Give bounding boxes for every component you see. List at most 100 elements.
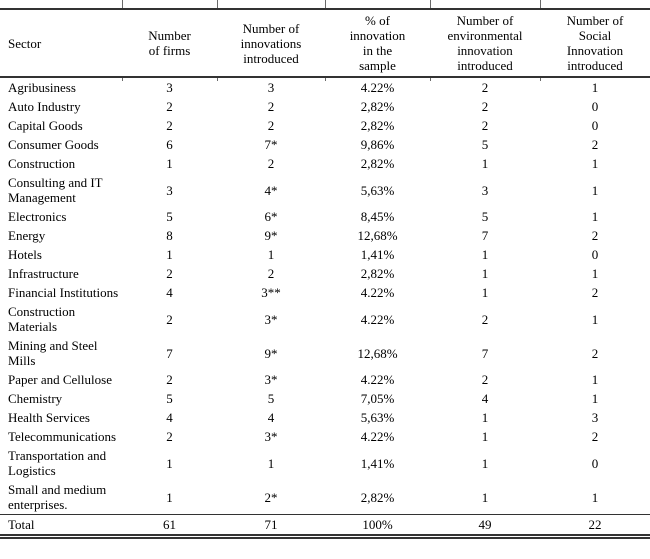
cell-innovations: 2*: [264, 489, 278, 505]
cell-innovations: 6*: [264, 209, 278, 224]
cell-environmental: 7: [481, 345, 489, 361]
cell-firms: 3: [166, 80, 173, 95]
table-row: Construction 1 2 2,82% 1 1: [0, 154, 650, 173]
cell-innovations: 5: [267, 391, 275, 406]
cell-environmental: 1: [481, 410, 489, 425]
cell-environmental: 1: [481, 489, 489, 505]
cell-innovations: 9*: [264, 228, 278, 243]
column-junction-tick: [430, 76, 431, 81]
table-row: Transportation and Logistics 1 1 1,41% 1 0: [0, 446, 650, 480]
cell-sector: Consulting and IT Management: [8, 175, 103, 205]
cell-social: 1: [591, 80, 599, 95]
cell-environmental: 1: [481, 266, 489, 281]
cell-environmental: 2: [481, 99, 489, 114]
table-row: Telecommunications 2 3* 4.22% 1 2: [0, 427, 650, 446]
cell-innovations: 1: [267, 247, 275, 262]
cell-environmental: 1: [481, 156, 489, 171]
cell-firms: 1: [166, 156, 173, 171]
cell-sector: Transportation and Logistics: [8, 448, 107, 478]
cell-innovations: 3*: [264, 372, 278, 387]
cell-pct: 4.22%: [360, 429, 395, 444]
column-junction-tick: [540, 76, 541, 81]
cell-sector: Total: [0, 514, 122, 539]
cell-social: 1: [591, 156, 599, 171]
cell-environmental: 49: [430, 514, 540, 539]
column-header-social-innovation: Number of Social Innovation introduced: [540, 8, 650, 78]
table-row: Paper and Cellulose 2 3* 4.22% 2 1: [0, 370, 650, 389]
cell-pct: 9,86%: [360, 137, 395, 152]
cell-firms: 2: [166, 266, 173, 281]
cell-pct: 12,68%: [357, 228, 398, 243]
column-junction-tick: [325, 76, 326, 81]
table-row: Auto Industry 2 2 2,82% 2 0: [0, 97, 650, 116]
table-row: Agribusiness 3 3 4.22% 2 1: [0, 77, 650, 97]
column-junction-tick: [217, 76, 218, 81]
table-row: Financial Institutions 4 3** 4.22% 1 2: [0, 283, 650, 302]
cell-sector: Energy: [8, 228, 46, 243]
cell-social: 0: [591, 455, 599, 471]
cell-environmental: 1: [481, 285, 489, 300]
cell-innovations: 3*: [264, 311, 278, 327]
cell-environmental: 4: [481, 391, 489, 406]
cell-pct: 12,68%: [357, 345, 398, 361]
cell-innovations: 71: [217, 514, 325, 539]
cell-social: 1: [591, 391, 599, 406]
cell-innovations: 2: [267, 118, 275, 133]
cell-pct: 2,82%: [360, 118, 395, 133]
table-header: Sector Number of firms Number of innovat…: [0, 8, 650, 78]
cell-pct: 2,82%: [360, 489, 395, 505]
cell-social: 1: [591, 266, 599, 281]
cell-sector: Consumer Goods: [8, 137, 99, 152]
column-junction-tick: [540, 0, 541, 8]
cell-social: 2: [591, 228, 599, 243]
cell-environmental: 2: [481, 118, 489, 133]
cell-social: 0: [591, 118, 599, 133]
cell-firms: 2: [166, 99, 173, 114]
cell-social: 1: [591, 182, 599, 198]
column-junction-tick: [217, 0, 218, 8]
table-row: Chemistry 5 5 7,05% 4 1: [0, 389, 650, 408]
cell-innovations: 3: [267, 80, 275, 95]
column-junction-tick: [325, 0, 326, 8]
cell-firms: 1: [166, 247, 173, 262]
cell-firms: 1: [166, 489, 173, 505]
cell-firms: 2: [166, 118, 173, 133]
cell-firms: 6: [166, 137, 173, 152]
table-row: Consumer Goods 6 7* 9,86% 5 2: [0, 135, 650, 154]
cell-sector: Health Services: [8, 410, 90, 425]
cell-firms: 61: [122, 514, 217, 539]
cell-environmental: 1: [481, 247, 489, 262]
table-row: Energy 8 9* 12,68% 7 2: [0, 226, 650, 245]
cell-sector: Telecommunications: [8, 429, 117, 444]
cell-social: 1: [591, 489, 599, 505]
column-junction-tick: [122, 76, 123, 81]
cell-pct: 8,45%: [360, 209, 395, 224]
cell-sector: Electronics: [8, 209, 67, 224]
cell-environmental: 3: [481, 182, 489, 198]
cell-pct: 2,82%: [360, 156, 395, 171]
table-row: Capital Goods 2 2 2,82% 2 0: [0, 116, 650, 135]
column-header-environmental-innovation: Number of environmental innovation intro…: [430, 8, 540, 78]
column-junction-tick: [122, 0, 123, 8]
cell-social: 0: [591, 99, 599, 114]
cell-innovations: 2: [267, 266, 275, 281]
cell-social: 1: [591, 209, 599, 224]
cell-innovations: 2: [267, 99, 275, 114]
cell-environmental: 5: [481, 209, 489, 224]
cell-environmental: 7: [481, 228, 489, 243]
cell-sector: Infrastructure: [8, 266, 79, 281]
column-junction-tick: [430, 0, 431, 8]
cell-sector: Mining and Steel Mills: [8, 338, 98, 368]
cell-pct: 4.22%: [360, 311, 395, 327]
cell-innovations: 3**: [261, 285, 281, 300]
cell-environmental: 2: [481, 311, 489, 327]
cell-social: 2: [591, 137, 599, 152]
cell-pct: 5,63%: [360, 410, 395, 425]
cell-sector: Chemistry: [8, 391, 63, 406]
column-header-innovations-introduced: Number of innovations introduced: [217, 8, 325, 78]
cell-pct: 100%: [325, 514, 430, 539]
column-header-pct-of-innovation: % of innovation in the sample: [325, 8, 430, 78]
cell-innovations: 4*: [264, 182, 278, 198]
cell-pct: 1,41%: [360, 455, 395, 471]
